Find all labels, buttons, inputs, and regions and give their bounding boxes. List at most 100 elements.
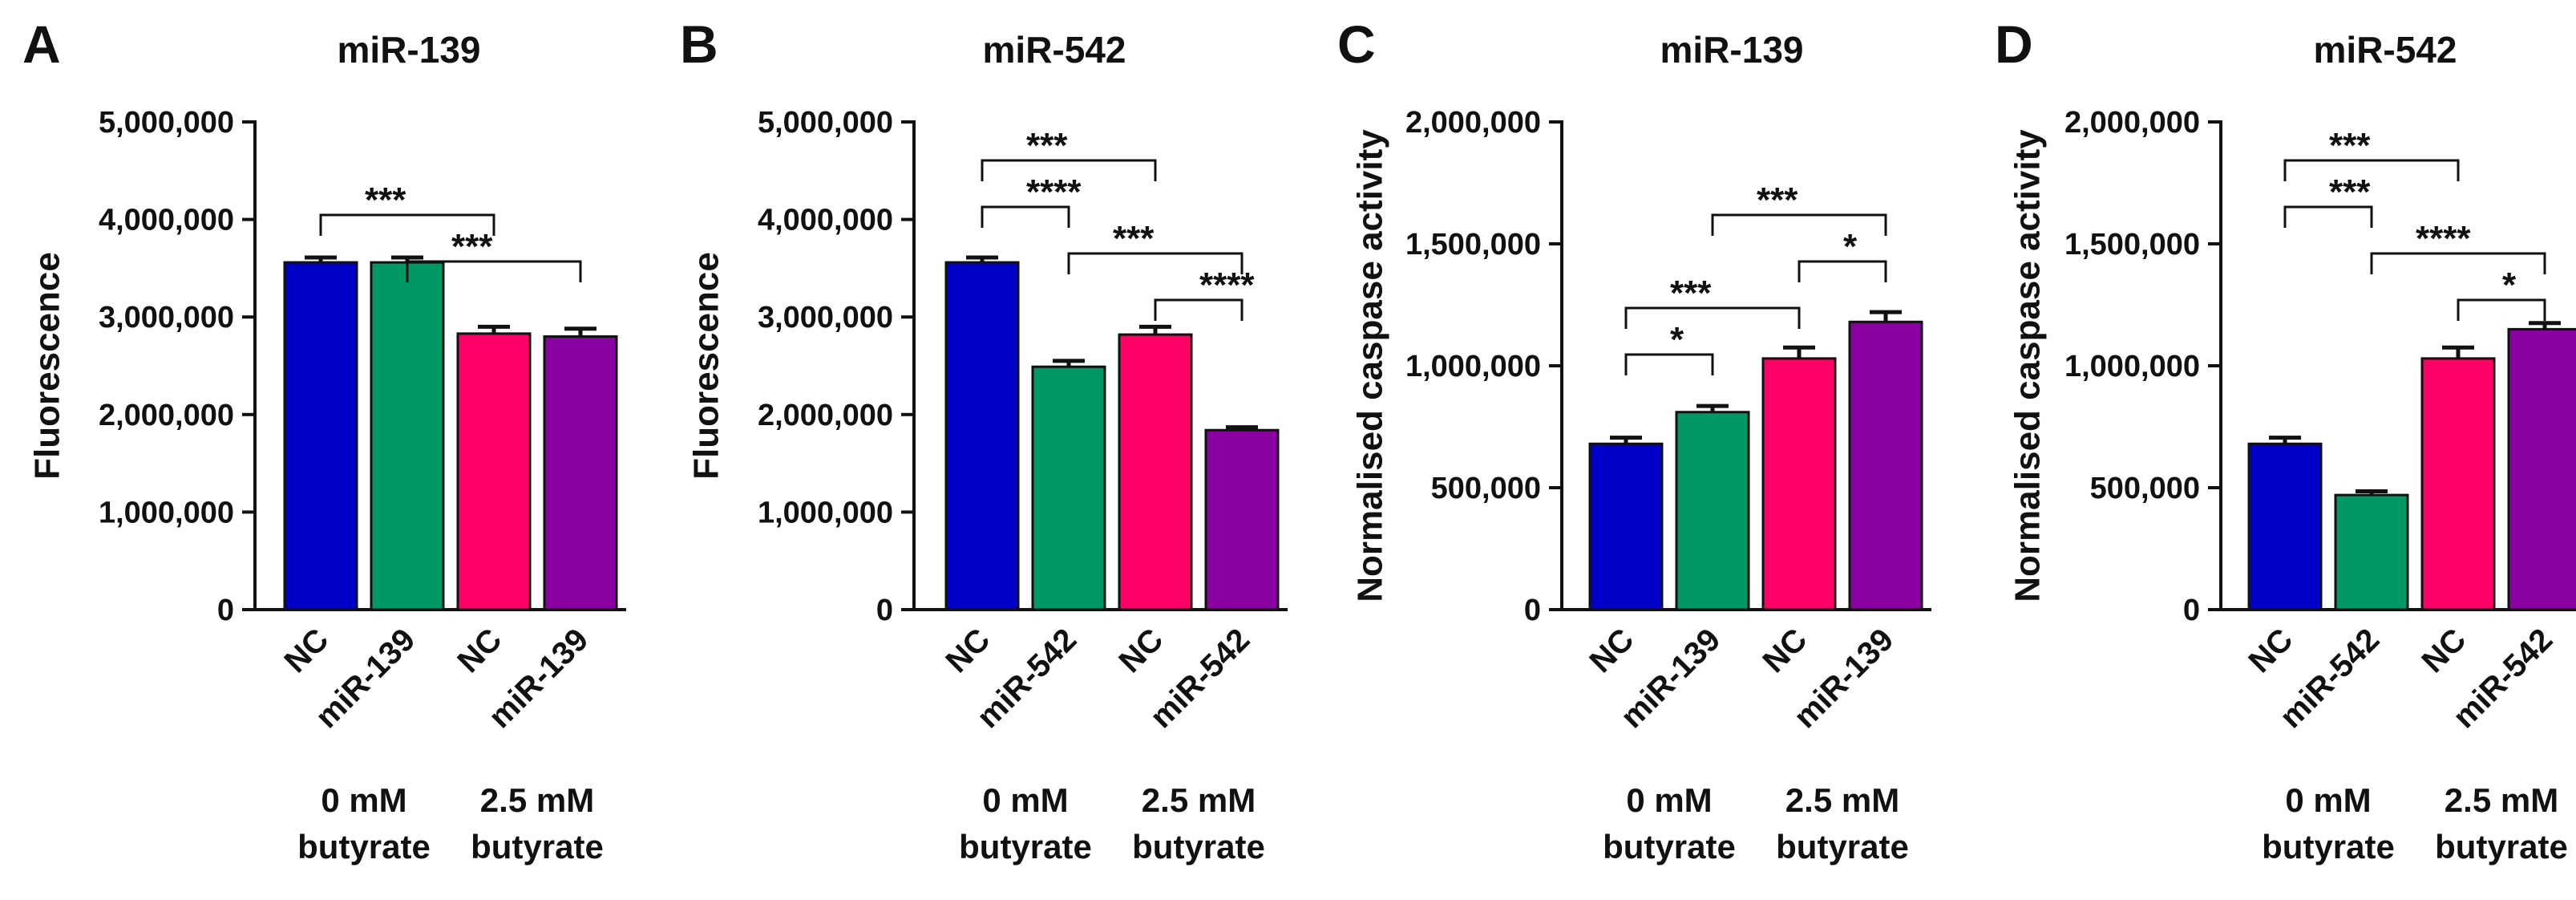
error-bar xyxy=(1870,310,1902,322)
significance-bracket xyxy=(1154,298,1244,321)
error-bar xyxy=(1053,359,1085,367)
significance-bracket xyxy=(2283,159,2460,181)
significance-bracket xyxy=(1711,213,1887,236)
significance-label: * xyxy=(1670,320,1684,359)
significance-label: *** xyxy=(365,180,406,220)
x-tick-label: NC xyxy=(1583,622,1640,679)
significance-label: * xyxy=(2502,266,2517,305)
condition-label: 2.5 mM butyrate xyxy=(2435,781,2568,866)
panel-letter: C xyxy=(1337,14,1376,74)
y-tick-label: 1,500,000 xyxy=(2064,228,2200,261)
significance-label: *** xyxy=(1113,219,1155,258)
error-bar xyxy=(2356,489,2388,496)
bar-mir-542-butyrate xyxy=(1204,428,1280,611)
y-tick-label: 2,000,000 xyxy=(758,399,893,432)
y-tick-label: 0 xyxy=(876,594,893,627)
error-bar xyxy=(966,255,998,263)
y-tick-label: 0 xyxy=(217,594,234,627)
y-tick-label: 5,000,000 xyxy=(758,106,893,140)
x-tick-label: NC xyxy=(1112,622,1170,679)
significance-label: *** xyxy=(2329,126,2371,165)
y-tick-label: 0 xyxy=(2183,594,2200,627)
significance-bracket xyxy=(319,213,495,236)
bar-mir-542-control xyxy=(2334,493,2409,611)
panel-title: miR-139 xyxy=(338,29,481,71)
bar-nc-butyrate xyxy=(1761,357,1837,611)
bar-mir-542-control xyxy=(1031,365,1106,611)
y-tick-label: 2,000,000 xyxy=(1405,106,1541,140)
significance-bracket xyxy=(1067,252,1244,274)
y-axis-title: Normalised caspase activity xyxy=(2008,129,2047,602)
y-axis-title: Fluorescence xyxy=(27,252,67,480)
bar-nc-control xyxy=(944,261,1020,611)
condition-label: 0 mM butyrate xyxy=(1603,781,1736,866)
y-tick-label: 2,000,000 xyxy=(99,399,234,432)
error-bar xyxy=(1226,425,1258,431)
panel-title: miR-542 xyxy=(983,29,1126,71)
condition-label: 0 mM butyrate xyxy=(2262,781,2395,866)
significance-bracket xyxy=(981,159,1157,181)
y-tick-label: 500,000 xyxy=(2090,472,2200,505)
y-tick-label: 1,000,000 xyxy=(758,496,893,529)
condition-label: 0 mM butyrate xyxy=(959,781,1092,866)
x-tick-label: NC xyxy=(277,622,335,679)
bar-mir-139-control xyxy=(370,261,445,611)
bar-nc-butyrate xyxy=(2420,357,2496,611)
significance-bracket xyxy=(1624,353,1714,375)
significance-label: *** xyxy=(1670,274,1712,313)
y-tick-label: 4,000,000 xyxy=(758,204,893,237)
x-tick-label: NC xyxy=(2415,622,2473,679)
error-bar xyxy=(305,255,337,263)
bar-nc-control xyxy=(2247,442,2323,611)
significance-label: *** xyxy=(1757,180,1798,220)
significance-label: **** xyxy=(1199,266,1255,305)
error-bar xyxy=(478,324,510,334)
condition-label: 2.5 mM butyrate xyxy=(1776,781,1909,866)
significance-label: **** xyxy=(1026,172,1082,212)
error-bar xyxy=(1610,436,1642,444)
condition-label: 2.5 mM butyrate xyxy=(471,781,604,866)
bar-mir-139-control xyxy=(1675,411,1750,611)
x-tick-label: NC xyxy=(939,622,997,679)
significance-label: *** xyxy=(2329,172,2371,212)
significance-label: *** xyxy=(451,227,493,266)
significance-label: * xyxy=(1843,227,1858,266)
error-bar xyxy=(2529,321,2561,330)
condition-label: 0 mM butyrate xyxy=(297,781,431,866)
error-bar xyxy=(564,326,596,337)
bar-nc-control xyxy=(283,261,358,611)
y-tick-label: 1,000,000 xyxy=(1405,350,1541,383)
panel-letter: B xyxy=(680,14,718,74)
y-axis-title: Fluorescence xyxy=(686,252,726,480)
x-tick-label: NC xyxy=(451,622,508,679)
y-tick-label: 1,000,000 xyxy=(2064,350,2200,383)
significance-bracket xyxy=(2457,298,2546,321)
panel-letter: A xyxy=(22,14,61,74)
panel-title: miR-542 xyxy=(2314,29,2457,71)
significance-bracket xyxy=(1624,306,1801,329)
y-tick-label: 2,000,000 xyxy=(2064,106,2200,140)
error-bar xyxy=(2269,436,2301,444)
x-tick-label: NC xyxy=(1756,622,1814,679)
significance-label: **** xyxy=(2416,219,2471,258)
y-tick-label: 0 xyxy=(1524,594,1541,627)
significance-label: *** xyxy=(1026,126,1068,165)
bar-mir-139-butyrate xyxy=(543,335,618,611)
y-tick-label: 1,000,000 xyxy=(99,496,234,529)
significance-bracket xyxy=(981,205,1070,228)
significance-bracket xyxy=(1798,260,1887,282)
significance-bracket xyxy=(2370,252,2546,274)
bar-mir-139-butyrate xyxy=(1848,320,1923,611)
x-tick-label: NC xyxy=(2242,622,2299,679)
y-tick-label: 4,000,000 xyxy=(99,204,234,237)
panel-title: miR-139 xyxy=(1660,29,1804,71)
significance-bracket xyxy=(2283,205,2373,228)
significance-bracket xyxy=(406,260,582,282)
bar-mir-542-butyrate xyxy=(2507,327,2576,611)
bar-nc-control xyxy=(1588,442,1664,611)
